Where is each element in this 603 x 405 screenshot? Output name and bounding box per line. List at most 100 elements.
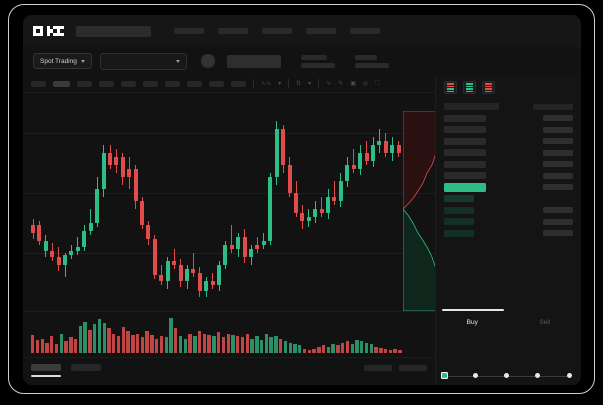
interval-button-7[interactable] [187, 80, 202, 87]
nav-item-4[interactable] [349, 28, 380, 34]
nav-item-1[interactable] [217, 28, 248, 34]
interval-button-4[interactable] [121, 80, 136, 87]
volume-bar [355, 340, 359, 353]
nav-item-3[interactable] [305, 28, 336, 34]
bottom-tab-0[interactable] [31, 364, 61, 377]
interval-button-5[interactable] [143, 80, 158, 87]
volume-bar [336, 345, 340, 353]
volume-bar [59, 333, 63, 353]
orderbook-row[interactable] [444, 136, 573, 148]
bottom-action-0[interactable] [364, 365, 392, 371]
candle [274, 113, 281, 313]
price-chart[interactable] [23, 93, 451, 357]
bottom-tabs [31, 364, 427, 377]
active-tab-underline [31, 375, 61, 377]
volume-bar [193, 336, 197, 353]
app-screen: Spot Trading [23, 15, 581, 385]
volume-bar [78, 325, 83, 353]
orderbook-amount-cell [543, 184, 573, 191]
volume-bar [312, 349, 316, 353]
okx-logo[interactable] [33, 25, 64, 37]
volume-bar [317, 346, 321, 353]
orderbook-row[interactable] [444, 205, 573, 217]
bottom-tab-1[interactable] [71, 364, 101, 371]
orderbook-row[interactable] [444, 101, 573, 113]
orderbook-mode-bids-icon[interactable] [463, 81, 476, 94]
volume-bar [107, 328, 111, 353]
orderbook-row[interactable] [444, 170, 573, 182]
candle [43, 113, 50, 313]
orderbook-row[interactable] [444, 228, 573, 240]
slider-stop-100[interactable] [567, 373, 572, 378]
slider-stop-75[interactable] [535, 373, 540, 378]
line-tool-icon[interactable]: ∿ [326, 80, 332, 87]
volume-bar [112, 333, 116, 353]
orderbook-row[interactable] [444, 216, 573, 228]
nav-item-2[interactable] [261, 28, 292, 34]
indicators-icon[interactable]: ∿∿ [261, 80, 272, 87]
orderbook-row[interactable] [444, 147, 573, 159]
candle [249, 113, 255, 313]
orderbook-mode-asks-icon[interactable] [482, 81, 495, 94]
candle [345, 113, 351, 313]
volume-bar [326, 346, 331, 353]
slider-stop-25[interactable] [473, 373, 478, 378]
volume-bar [131, 334, 135, 353]
interval-button-3[interactable] [99, 80, 114, 87]
orderbook-amount-cell [543, 115, 573, 122]
candle [178, 113, 185, 313]
chevron-down-icon[interactable]: ▾ [308, 80, 312, 87]
interval-button-9[interactable] [231, 80, 246, 87]
pencil-icon[interactable]: ✎ [338, 80, 344, 87]
volume-bar [388, 350, 393, 353]
candle [319, 113, 326, 313]
device-frame: Spot Trading [8, 4, 595, 394]
candle [75, 113, 82, 313]
compare-icon[interactable]: ⇅ [296, 80, 302, 87]
orderbook-row[interactable] [444, 113, 573, 125]
interval-button-2[interactable] [77, 80, 92, 87]
orderbook-row[interactable] [444, 124, 573, 136]
candle [56, 113, 63, 313]
tab-buy[interactable]: Buy [466, 318, 478, 326]
header-nav [173, 28, 380, 34]
slider-handle[interactable] [441, 372, 448, 379]
interval-button-0[interactable] [31, 80, 46, 87]
chevron-down-icon [175, 59, 180, 63]
amount-slider[interactable] [441, 371, 575, 381]
orderbook-amount-cell [543, 230, 573, 237]
interval-button-6[interactable] [165, 80, 180, 87]
candle [159, 113, 165, 313]
candle [63, 113, 69, 313]
volume-bar [283, 341, 288, 353]
volume-bar [369, 343, 373, 353]
bottom-action-1[interactable] [399, 365, 427, 371]
candle [217, 113, 223, 313]
orderbook-row[interactable] [444, 193, 573, 205]
slider-stop-50[interactable] [504, 373, 509, 378]
orderbook-mode-both-icon[interactable] [444, 81, 457, 94]
volume-bar [269, 337, 273, 353]
camera-icon[interactable]: ▣ [350, 80, 356, 87]
candle [88, 113, 95, 313]
candle [69, 113, 75, 313]
fullscreen-icon[interactable]: ⛶ [375, 80, 380, 87]
orderbook-row[interactable] [444, 159, 573, 171]
interval-button-1[interactable] [53, 80, 70, 87]
interval-button-8[interactable] [209, 80, 224, 87]
pair-select[interactable] [99, 52, 187, 70]
nav-item-0[interactable] [173, 28, 204, 34]
orderbook-price-cell [444, 160, 486, 168]
market-type-select[interactable]: Spot Trading [33, 53, 92, 69]
candle [287, 113, 294, 313]
candle [370, 113, 377, 313]
orderbook-panel: Buy Sell [435, 75, 581, 357]
tab-sell[interactable]: Sell [539, 318, 551, 326]
volume-bar [121, 327, 125, 353]
search-input[interactable] [75, 25, 151, 37]
pair-avatar [200, 54, 215, 68]
candle [101, 113, 108, 313]
settings-icon[interactable]: ◎ [362, 80, 369, 87]
orderbook-row[interactable] [444, 182, 573, 194]
chevron-down-icon[interactable]: ▾ [278, 80, 282, 87]
